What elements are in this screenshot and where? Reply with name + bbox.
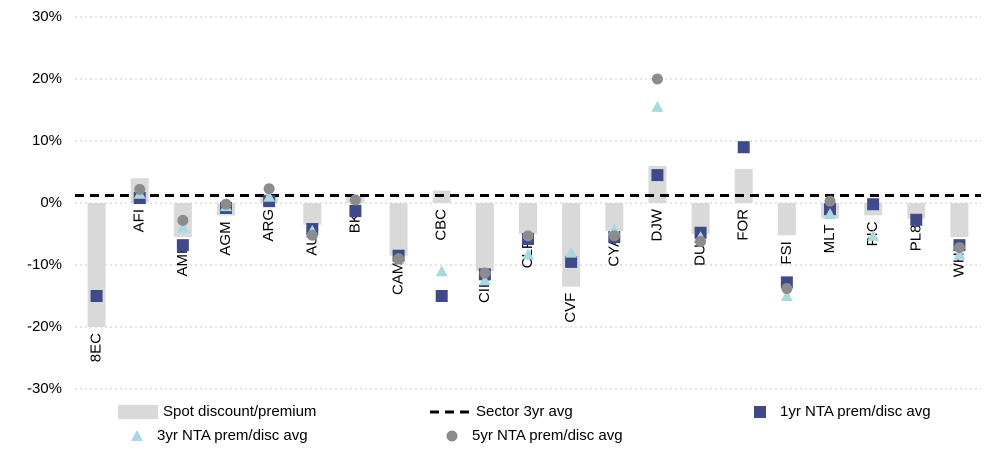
square-marker	[435, 290, 448, 302]
bar	[777, 203, 796, 236]
legend-label: Sector 3yr avg	[476, 403, 573, 420]
y-tick-label: -20%	[27, 318, 62, 335]
legend-label: 1yr NTA prem/disc avg	[780, 403, 931, 420]
y-tick-label: 10%	[32, 132, 62, 149]
x-tick-label: CAM	[390, 262, 407, 295]
circle-marker	[177, 214, 189, 226]
bar	[475, 203, 494, 272]
circle-marker	[446, 430, 458, 442]
x-tick-label: CVF	[562, 293, 579, 323]
circle-marker	[522, 230, 534, 242]
circle-marker	[393, 253, 405, 265]
bar	[734, 168, 753, 203]
x-tick-label: FSI	[778, 241, 795, 264]
bar	[562, 203, 581, 287]
legend-label: Spot discount/premium	[163, 403, 316, 420]
circle-marker	[695, 235, 707, 247]
x-tick-label: AGM	[217, 221, 234, 255]
bar	[691, 203, 710, 234]
bar	[950, 203, 969, 238]
y-tick-label: 30%	[32, 8, 62, 25]
circle-marker	[479, 267, 491, 279]
square-marker	[754, 406, 766, 418]
x-tick-label: CBC	[433, 209, 450, 241]
bar	[389, 203, 408, 256]
square-marker	[867, 198, 880, 211]
triangle-marker	[478, 274, 491, 286]
bar	[303, 203, 322, 225]
circle-marker	[349, 194, 361, 206]
x-tick-label: DJW	[648, 208, 665, 241]
y-tick-label: -30%	[27, 380, 62, 397]
square-marker	[349, 205, 362, 218]
bar	[519, 203, 537, 234]
triangle-marker	[824, 208, 836, 220]
legend-label: 5yr NTA prem/disc avg	[472, 427, 623, 444]
bar	[605, 203, 624, 231]
triangle-marker	[176, 221, 189, 233]
circle-marker	[651, 73, 663, 85]
legend-swatch	[118, 405, 158, 419]
circle-marker	[263, 183, 275, 195]
x-tick-label: DUI	[692, 240, 709, 266]
circle-marker	[608, 230, 620, 242]
square-marker	[910, 213, 923, 226]
circle-marker	[306, 229, 318, 241]
y-tick-label: -10%	[27, 256, 62, 273]
triangle-marker	[565, 246, 578, 258]
x-tick-label: FOR	[735, 209, 752, 241]
triangle-marker	[780, 290, 793, 301]
triangle-marker	[651, 100, 664, 112]
triangle-marker	[867, 229, 880, 241]
circle-marker	[953, 242, 965, 254]
x-tick-label: CYA	[605, 237, 622, 267]
y-tick-label: 20%	[32, 70, 62, 87]
triangle-marker	[435, 265, 448, 277]
x-tick-label: MLT	[821, 225, 838, 254]
circle-marker	[134, 183, 146, 195]
triangle-marker	[522, 248, 534, 260]
x-tick-label: 8EC	[88, 333, 105, 362]
y-tick-label: 0%	[40, 194, 62, 211]
legend-label: 3yr NTA prem/disc avg	[157, 427, 308, 444]
x-tick-label: AFI	[131, 209, 148, 232]
triangle-marker	[953, 248, 966, 260]
x-tick-label: ARG	[260, 209, 277, 242]
square-marker	[737, 141, 750, 154]
square-marker	[651, 169, 664, 182]
circle-marker	[824, 195, 836, 207]
triangle-marker	[263, 190, 276, 202]
square-marker	[176, 239, 189, 252]
circle-marker	[781, 283, 793, 295]
circle-marker	[220, 198, 232, 210]
triangle-marker	[131, 430, 143, 441]
x-tick-label: AMH	[174, 243, 191, 276]
square-marker	[90, 290, 103, 302]
x-tick-label: PL8	[907, 225, 924, 252]
square-marker	[565, 255, 578, 268]
bar	[87, 203, 106, 327]
